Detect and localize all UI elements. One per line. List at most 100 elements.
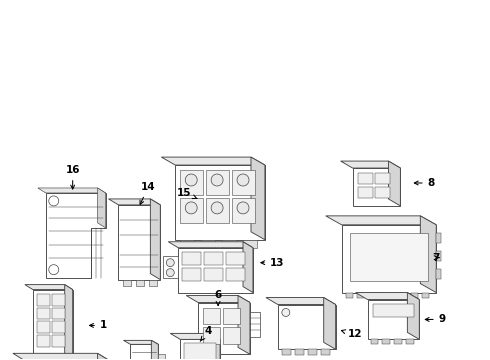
Polygon shape	[36, 359, 42, 360]
Circle shape	[166, 269, 174, 276]
Polygon shape	[123, 340, 158, 345]
Circle shape	[237, 202, 249, 214]
Polygon shape	[223, 328, 240, 345]
Text: 12: 12	[342, 329, 362, 339]
Text: 16: 16	[66, 165, 80, 189]
Polygon shape	[203, 328, 220, 345]
Polygon shape	[222, 240, 236, 248]
Polygon shape	[412, 293, 418, 298]
Polygon shape	[436, 269, 441, 279]
Polygon shape	[243, 242, 253, 293]
Polygon shape	[33, 289, 73, 359]
Circle shape	[211, 174, 223, 186]
Polygon shape	[436, 251, 441, 261]
Polygon shape	[108, 199, 160, 205]
Polygon shape	[186, 296, 250, 302]
Polygon shape	[52, 321, 65, 333]
Polygon shape	[358, 187, 372, 198]
Polygon shape	[65, 285, 73, 359]
Text: 8: 8	[415, 178, 435, 188]
Polygon shape	[210, 333, 220, 360]
Text: 13: 13	[261, 258, 284, 268]
Polygon shape	[161, 157, 265, 165]
Text: 6: 6	[215, 289, 222, 306]
Circle shape	[166, 259, 174, 267]
Text: 2: 2	[0, 359, 1, 360]
Polygon shape	[136, 280, 145, 285]
Polygon shape	[119, 205, 160, 280]
Polygon shape	[422, 293, 429, 298]
Text: 11: 11	[0, 359, 1, 360]
Polygon shape	[204, 252, 223, 265]
Polygon shape	[206, 198, 229, 223]
Polygon shape	[420, 216, 436, 293]
Circle shape	[49, 265, 59, 275]
Polygon shape	[180, 240, 194, 248]
Polygon shape	[324, 298, 336, 349]
Text: 3: 3	[0, 359, 1, 360]
Polygon shape	[37, 336, 50, 347]
Circle shape	[282, 309, 290, 316]
Polygon shape	[184, 343, 216, 360]
Polygon shape	[400, 293, 407, 298]
Polygon shape	[370, 339, 378, 345]
Polygon shape	[345, 293, 353, 298]
Polygon shape	[45, 359, 51, 360]
Polygon shape	[226, 268, 245, 280]
Text: 10: 10	[0, 359, 1, 360]
Polygon shape	[295, 349, 304, 355]
Polygon shape	[38, 188, 105, 193]
Polygon shape	[358, 173, 372, 184]
Polygon shape	[250, 312, 260, 337]
Polygon shape	[203, 307, 220, 324]
Polygon shape	[266, 298, 336, 305]
Polygon shape	[353, 168, 400, 206]
Polygon shape	[372, 303, 415, 318]
Polygon shape	[54, 359, 60, 360]
Polygon shape	[375, 187, 391, 198]
Polygon shape	[52, 293, 65, 306]
Polygon shape	[178, 248, 253, 293]
Polygon shape	[232, 170, 255, 195]
Polygon shape	[182, 252, 201, 265]
Polygon shape	[130, 345, 158, 360]
Polygon shape	[180, 170, 203, 195]
Polygon shape	[206, 170, 229, 195]
Text: 5: 5	[0, 359, 1, 360]
Polygon shape	[226, 252, 245, 265]
Polygon shape	[163, 256, 178, 278]
Polygon shape	[251, 157, 265, 240]
Text: 7: 7	[433, 253, 440, 263]
Polygon shape	[321, 349, 330, 355]
Polygon shape	[52, 336, 65, 347]
Polygon shape	[407, 293, 419, 339]
Polygon shape	[204, 268, 223, 280]
Polygon shape	[356, 293, 419, 300]
Polygon shape	[150, 199, 160, 280]
Polygon shape	[151, 340, 158, 360]
Polygon shape	[198, 302, 250, 354]
Circle shape	[185, 202, 197, 214]
Polygon shape	[308, 349, 317, 355]
Polygon shape	[168, 242, 253, 248]
Polygon shape	[201, 240, 215, 248]
Polygon shape	[98, 188, 105, 228]
Circle shape	[49, 196, 59, 206]
Text: 14: 14	[140, 182, 156, 204]
Polygon shape	[436, 233, 441, 243]
Polygon shape	[37, 307, 50, 319]
Polygon shape	[238, 296, 250, 354]
Circle shape	[211, 202, 223, 214]
Polygon shape	[37, 321, 50, 333]
Polygon shape	[123, 280, 131, 285]
Polygon shape	[46, 193, 105, 278]
Polygon shape	[149, 280, 157, 285]
Polygon shape	[378, 293, 386, 298]
Polygon shape	[13, 353, 111, 360]
Text: 4: 4	[200, 327, 212, 341]
Polygon shape	[375, 173, 391, 184]
Polygon shape	[63, 359, 69, 360]
Text: 1: 1	[90, 320, 107, 330]
Polygon shape	[368, 300, 419, 339]
Polygon shape	[349, 233, 428, 280]
